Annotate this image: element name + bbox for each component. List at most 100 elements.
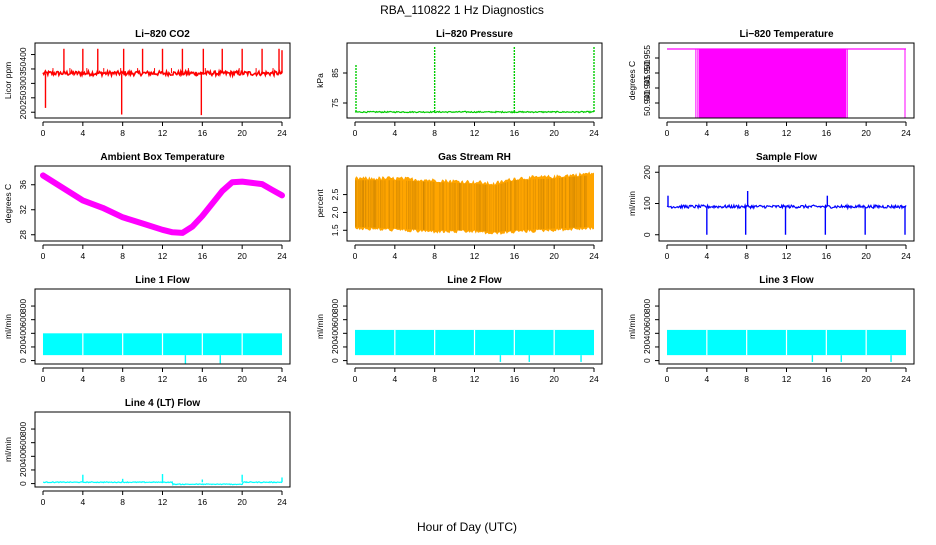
x-tick-label: 0 (665, 251, 670, 261)
x-tick-label: 20 (549, 128, 559, 138)
panel-rh: Gas Stream RH percent 1.5 2.0 2.5 0 4 8 12 16 20 24 (315, 152, 603, 261)
x-tick-label: 4 (704, 374, 709, 384)
y-tick-label: 800 (330, 299, 340, 313)
panel-title: Line 3 Flow (759, 275, 814, 286)
x-tick-label: 12 (158, 374, 168, 384)
x-tick-label: 12 (470, 251, 480, 261)
y-tick-label: 200 (642, 340, 652, 354)
y-tick-label: 600 (642, 312, 652, 326)
y-tick-label: 32 (18, 205, 28, 215)
x-tick-label: 16 (822, 374, 832, 384)
x-tick-label: 12 (470, 128, 480, 138)
data-layer (355, 329, 594, 362)
x-tick-label: 20 (237, 128, 247, 138)
x-tick-label: 12 (470, 374, 480, 384)
x-tick-label: 0 (41, 374, 46, 384)
y-tick-label: 200 (18, 340, 28, 354)
series-line (354, 110, 595, 114)
y-axis-label: percent (315, 189, 325, 218)
y-axis-label: ml/min (3, 314, 13, 339)
x-tick-label: 8 (744, 374, 749, 384)
x-tick-label: 20 (549, 374, 559, 384)
x-tick-label: 24 (901, 374, 911, 384)
panel-sample_flow: Sample Flow ml/min 0 100 200 0 4 8 12 16 20 24 (627, 152, 915, 261)
x-tick-label: 8 (744, 251, 749, 261)
x-tick-label: 4 (80, 128, 85, 138)
y-axis-label: degrees C (3, 184, 13, 223)
y-axis-label: kPa (315, 73, 325, 88)
y-tick-label: 600 (330, 312, 340, 326)
x-tick-label: 0 (41, 497, 46, 507)
y-tick-label: 250 (18, 90, 28, 104)
x-tick-label: 12 (782, 374, 792, 384)
x-axis-label: Hour of Day (UTC) (417, 520, 517, 534)
y-tick-label: 0 (330, 358, 340, 363)
y-axis-label: Licor ppm (3, 62, 13, 99)
x-tick-label: 16 (198, 128, 208, 138)
x-tick-label: 20 (237, 497, 247, 507)
data-layer (42, 474, 283, 486)
data-layer (354, 46, 595, 114)
plot-frame (658, 165, 915, 242)
y-tick-label: 800 (18, 299, 28, 313)
y-tick-label: 400 (18, 449, 28, 463)
y-tick-label: 0 (18, 358, 28, 363)
x-tick-label: 24 (277, 374, 287, 384)
plot-frame (34, 411, 291, 488)
x-tick-label: 0 (41, 128, 46, 138)
x-tick-label: 8 (120, 251, 125, 261)
x-tick-label: 16 (198, 251, 208, 261)
x-tick-label: 8 (120, 374, 125, 384)
data-layer (667, 329, 906, 362)
data-layer (667, 48, 906, 118)
y-tick-label: 400 (330, 326, 340, 340)
y-tick-label: 100 (642, 196, 652, 210)
x-tick-label: 16 (822, 251, 832, 261)
plot-frame (658, 42, 915, 119)
data-layer (40, 172, 285, 236)
x-tick-label: 8 (432, 374, 437, 384)
x-tick-label: 8 (120, 497, 125, 507)
figure-title: RBA_110822 1 Hz Diagnostics (380, 3, 544, 17)
x-tick-label: 20 (237, 374, 247, 384)
series-line (666, 203, 907, 211)
x-tick-label: 24 (589, 374, 599, 384)
y-tick-label: 50.940 (642, 90, 652, 116)
x-tick-label: 12 (782, 251, 792, 261)
panel-title: Li−820 CO2 (135, 29, 190, 40)
y-tick-label: 400 (18, 47, 28, 61)
x-tick-label: 20 (549, 251, 559, 261)
y-tick-label: 400 (642, 326, 652, 340)
plot-frame (658, 288, 915, 365)
x-tick-label: 0 (665, 128, 670, 138)
y-tick-label: 85 (330, 68, 340, 78)
panel-title: Li−820 Temperature (739, 29, 833, 40)
x-tick-label: 4 (704, 128, 709, 138)
x-tick-label: 8 (744, 128, 749, 138)
plot-frame (346, 288, 603, 365)
y-tick-label: 200 (642, 165, 652, 179)
y-tick-label: 75 (330, 98, 340, 108)
x-tick-label: 24 (277, 497, 287, 507)
y-axis-label: ml/min (627, 191, 637, 216)
x-tick-label: 16 (822, 128, 832, 138)
series-line (42, 480, 283, 486)
y-axis-label: ml/min (3, 437, 13, 462)
data-layer (355, 171, 594, 235)
plot-frame (34, 288, 291, 365)
y-tick-label: 1.5 (330, 224, 340, 236)
y-tick-label: 50.955 (642, 45, 652, 71)
plot-frame (346, 42, 603, 119)
y-tick-label: 200 (18, 463, 28, 477)
x-tick-label: 4 (80, 497, 85, 507)
x-tick-label: 16 (510, 374, 520, 384)
y-axis-label: degrees C (627, 61, 637, 100)
x-tick-label: 24 (589, 251, 599, 261)
x-tick-label: 24 (277, 128, 287, 138)
